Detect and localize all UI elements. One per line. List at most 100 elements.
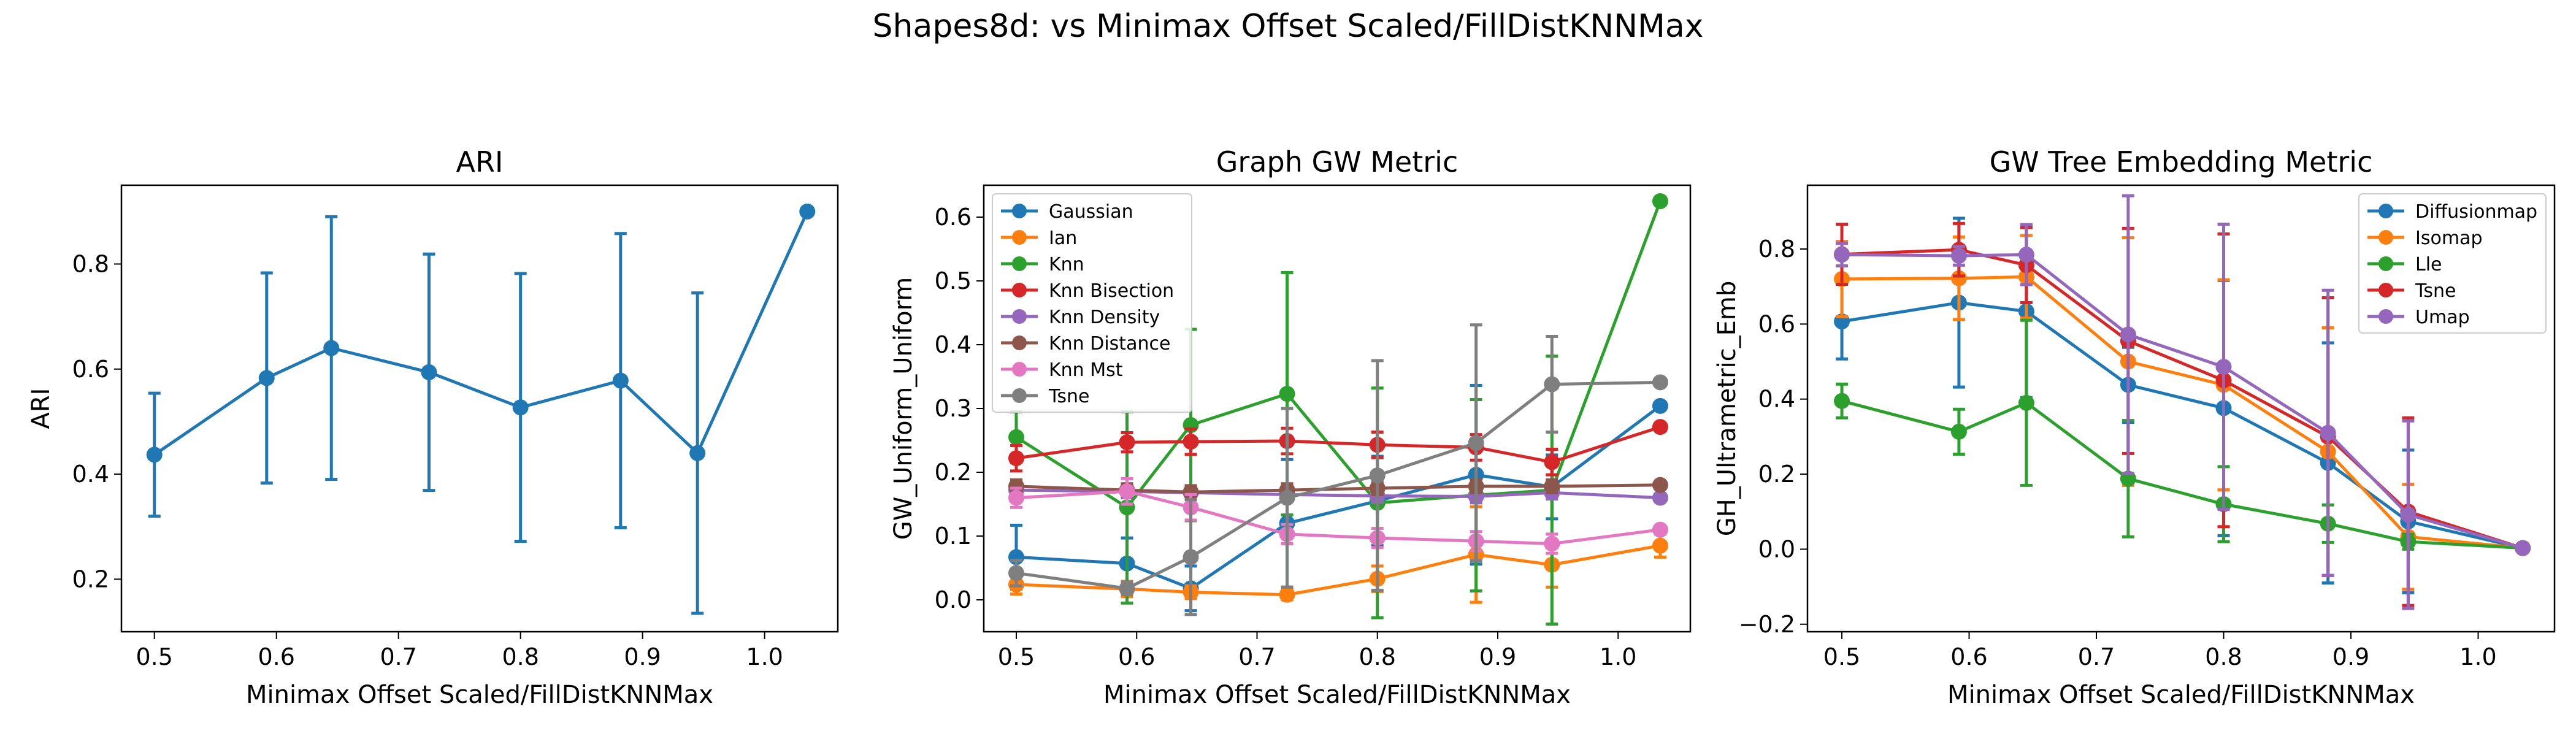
y-tick-label: 0.8 [1758, 236, 1795, 263]
data-point [1119, 580, 1135, 597]
data-point [2018, 394, 2034, 411]
data-point [421, 364, 437, 380]
plot-frame [983, 184, 1692, 633]
y-axis-label: GW_Uniform_Uniform [889, 277, 918, 540]
y-tick-label: 0.2 [935, 459, 972, 486]
chart-title: GW Tree Embedding Metric [1990, 145, 2373, 178]
data-point [1119, 434, 1135, 451]
series-tsne [1008, 323, 1668, 616]
data-point [1279, 586, 1295, 603]
legend: Diffusionmap Isomap Lle Tsne Umap [2358, 193, 2547, 334]
data-point [1950, 248, 1967, 264]
data-point [1008, 429, 1024, 445]
series-line [153, 210, 809, 456]
data-point [1008, 565, 1024, 581]
legend-label: Knn Bisection [1049, 280, 1174, 302]
data-point [1834, 247, 1850, 263]
data-point [1652, 521, 1668, 538]
legend-marker [1012, 230, 1027, 245]
data-point [1652, 419, 1668, 435]
data-point [1652, 477, 1668, 493]
data-point [2120, 326, 2136, 343]
data-point [1652, 489, 1668, 506]
plot-frame [1806, 184, 2556, 633]
series-line [1016, 544, 1661, 597]
data-point [1008, 450, 1024, 467]
y-tick-label: 0.4 [72, 461, 109, 488]
chart-panel-1: Graph GW Metric 0.5 0.6 0.7 0.8 0.9 1.0 0.0 0.1 0… [889, 145, 1692, 709]
legend-label: Umap [2415, 307, 2470, 328]
x-tick-label: 0.6 [1118, 643, 1155, 670]
chart-title: Graph GW Metric [1216, 145, 1458, 178]
data-point [2400, 507, 2417, 523]
y-axis-label: GH_Ultrametric_Emb [1713, 281, 1741, 537]
series-line [1016, 483, 1660, 494]
y-tick-label: 0.4 [1758, 386, 1795, 413]
x-tick-label: 1.0 [1600, 643, 1636, 670]
x-tick-label: 0.7 [2078, 643, 2115, 670]
data-point [1544, 478, 1560, 494]
y-tick-label: 0.1 [935, 523, 972, 550]
series-line [1841, 253, 2523, 550]
data-point [1008, 478, 1024, 494]
x-tick-label: 0.9 [1479, 643, 1516, 670]
data-point [1652, 397, 1668, 414]
data-point [1950, 270, 1967, 286]
y-tick-label: 0.2 [72, 565, 109, 592]
series-line [1016, 489, 1661, 546]
data-point [1544, 535, 1560, 552]
data-point [323, 340, 340, 356]
x-tick-label: 0.9 [624, 643, 661, 670]
series-line [1841, 275, 2523, 550]
legend-marker [1012, 335, 1027, 350]
series-lle [1834, 318, 2531, 556]
legend-marker [2379, 309, 2393, 324]
data-point [689, 445, 706, 461]
y-tick-label: 0.0 [935, 586, 972, 613]
x-tick-label: 0.5 [1823, 643, 1860, 670]
x-tick-label: 0.6 [1950, 643, 1987, 670]
series-line [1016, 380, 1660, 590]
chart-panel-2: GW Tree Embedding Metric 0.5 0.6 0.7 0.8 0.9 1… [1713, 145, 2556, 709]
legend-marker [1012, 309, 1027, 324]
x-tick-label: 0.8 [2205, 643, 2242, 670]
x-tick-label: 0.7 [1238, 643, 1275, 670]
data-point [1279, 386, 1295, 402]
data-point [2215, 359, 2232, 375]
legend-marker [2379, 256, 2393, 271]
legend-marker [1012, 256, 1027, 271]
legend-marker [1012, 388, 1027, 403]
series-line [1841, 399, 2523, 550]
y-tick-label: 0.6 [935, 204, 972, 231]
data-point [1544, 454, 1560, 470]
data-point [1652, 374, 1668, 391]
data-point [1544, 376, 1560, 393]
chart-panels: ARI 0.5 0.6 0.7 0.8 0.9 1.0 0.2 0.4 0.6 0.8 Minimax… [27, 145, 2556, 709]
data-point [258, 370, 275, 386]
legend-box [992, 193, 1192, 413]
legend-label: Lle [2415, 254, 2442, 275]
data-point [1834, 393, 1850, 409]
x-axis-label: Minimax Offset Scaled/FillDistKNNMax [1947, 681, 2415, 709]
y-tick-label: 0.6 [72, 356, 109, 383]
y-tick-label: −0.2 [1739, 611, 1795, 638]
legend-label: Gaussian [1049, 201, 1133, 223]
data-point [2320, 424, 2336, 441]
data-point [1468, 435, 1484, 451]
y-tick-label: 0.5 [935, 267, 972, 294]
legend-marker [2379, 204, 2393, 218]
data-point [1008, 489, 1024, 506]
legend: Gaussian Ian Knn Knn Bisection Knn Density Kn… [992, 193, 1192, 413]
x-tick-label: 0.8 [502, 643, 539, 670]
data-point [799, 203, 816, 220]
y-axis-label: ARI [27, 388, 55, 429]
legend-label: Knn Distance [1049, 333, 1170, 355]
data-point [1652, 537, 1668, 554]
data-point [2018, 247, 2034, 263]
x-axis-label: Minimax Offset Scaled/FillDistKNNMax [246, 681, 713, 709]
legend-marker [1012, 362, 1027, 377]
x-tick-label: 1.0 [746, 643, 783, 670]
x-tick-label: 0.6 [258, 643, 294, 670]
x-tick-label: 0.8 [1359, 643, 1396, 670]
